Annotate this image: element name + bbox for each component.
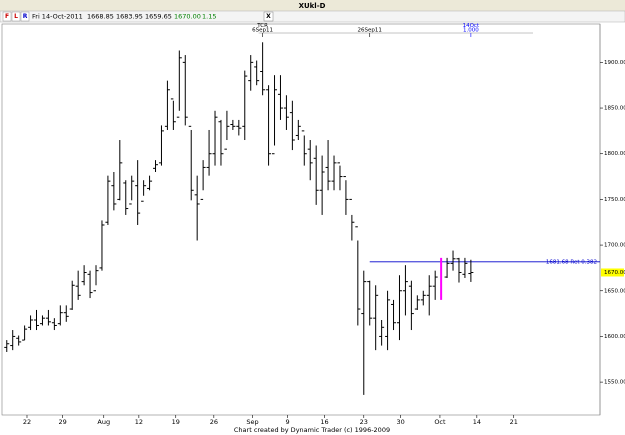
toolbar-button-box[interactable] (11, 11, 21, 22)
toolbar (0, 10, 625, 23)
y-tick-label: 1650.00 (604, 288, 625, 294)
annotation-label: 26Sep11 (358, 28, 382, 34)
toolbar-button[interactable]: R (23, 13, 28, 20)
toolbar-button-box[interactable] (2, 11, 12, 22)
y-tick-label: 1700.00 (604, 243, 625, 249)
y-tick-label: 1550.00 (604, 380, 625, 386)
last-price-label: 1670.00 (604, 270, 625, 276)
x-tick-label: Sep (246, 418, 258, 426)
y-tick-label: 1800.00 (604, 151, 625, 157)
y-tick-label: 1900.00 (604, 60, 625, 66)
y-tick-label: 1600.00 (604, 334, 625, 340)
toolbar-open: 1668.85 (87, 13, 114, 21)
x-tick-label: 16 (320, 418, 328, 426)
x-tick-label: 12 (135, 418, 143, 426)
toolbar-date: Fri 14-Oct-2011 (32, 13, 83, 21)
x-tick-label: 14 (473, 418, 481, 426)
annotation-label: TCR (256, 23, 268, 29)
x-tick-label: 22 (23, 418, 31, 426)
toolbar-low: 1659.65 (145, 13, 172, 21)
annotation-label: 14Oct (463, 23, 480, 29)
x-tick-label: Oct (434, 418, 446, 426)
toolbar-button[interactable]: F (5, 13, 9, 20)
annotation-label: 1.000 (463, 28, 479, 34)
y-tick-label: 1850.00 (604, 106, 625, 112)
close-button-box[interactable] (263, 11, 274, 22)
last-price-box (601, 268, 624, 277)
x-tick-label: Aug (97, 418, 110, 426)
toolbar-button[interactable]: L (14, 13, 18, 20)
toolbar-high: 1683.95 (116, 13, 143, 21)
x-tick-label: 23 (360, 418, 368, 426)
x-tick-label: 9 (286, 418, 290, 426)
x-tick-label: 19 (172, 418, 180, 426)
plot-area (1, 23, 601, 416)
toolbar-close: 1670.00 (174, 13, 201, 21)
x-tick-label: 26 (210, 418, 218, 426)
x-tick-label: 29 (59, 418, 67, 426)
x-tick-label: 30 (397, 418, 405, 426)
x-tick-label: 21 (510, 418, 518, 426)
retracement-label: 1681.68 Ret 0.382 (546, 259, 597, 265)
toolbar-button-box[interactable] (20, 11, 30, 22)
close-button[interactable]: X (266, 13, 271, 20)
toolbar-change: 1.15 (202, 13, 216, 21)
y-tick-label: 1750.00 (604, 197, 625, 203)
annotation-label: 6Sep11 (252, 28, 273, 34)
window-title: XUkl-D (299, 2, 326, 10)
title-bar (0, 0, 625, 11)
footer: Chart created by Dynamic Trader (c) 1996… (234, 426, 390, 434)
